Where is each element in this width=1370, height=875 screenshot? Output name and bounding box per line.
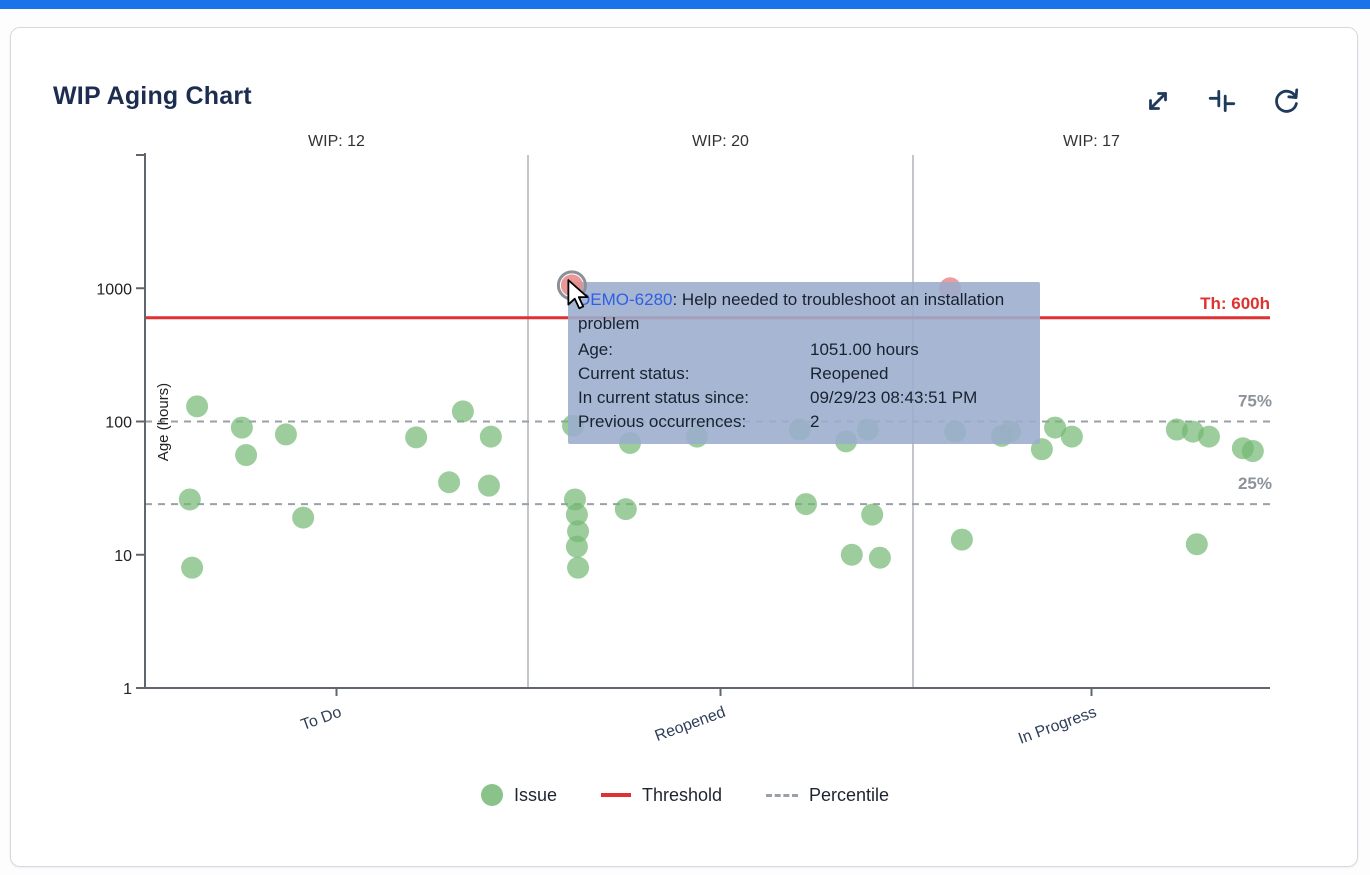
tooltip-row-label: Current status: [578,364,690,383]
tooltip-row-value: Reopened [810,364,889,383]
tooltip-row-value: 09/29/23 08:43:51 PM [810,388,978,407]
legend-issue-swatch [480,784,503,806]
collapse-icon[interactable] [1143,86,1173,116]
refresh-icon[interactable] [1271,86,1301,116]
tooltip-row-label: In current status since: [578,388,750,407]
legend-label: Threshold [641,784,723,805]
issue-tooltip: DEMO-6280: Help needed to troubleshoot a… [568,282,1040,444]
tooltip-row-label: Age: [578,340,613,359]
top-accent-bar [0,0,1370,9]
card-toolbar [1143,86,1301,116]
tooltip-row-label: Previous occurrences: [578,412,747,431]
legend-threshold-swatch [600,793,631,797]
legend-label: Percentile [809,784,890,805]
fit-screen-icon[interactable] [1207,86,1237,116]
tooltip-row-value: 2 [810,412,820,431]
legend-label: Issue [513,784,557,805]
legend-item-issue[interactable]: Issue [480,784,557,806]
legend-item-percentile[interactable]: Percentile [766,785,889,806]
tooltip-row-value: 1051.00 hours [810,340,919,359]
tooltip-title: DEMO-6280: Help needed to troubleshoot a… [578,288,1030,336]
legend-percentile-swatch [766,793,799,797]
wip-aging-card: WIP Aging Chart [10,27,1358,867]
tooltip-rows: Age: 1051.00 hours Current status: Reopened… [578,338,1030,434]
issue-key-link[interactable]: DEMO-6280 [578,290,673,309]
chart-legend: Issue Threshold Percentile [0,784,1370,806]
legend-item-threshold[interactable]: Threshold [600,784,723,806]
page-title: WIP Aging Chart [53,82,252,110]
